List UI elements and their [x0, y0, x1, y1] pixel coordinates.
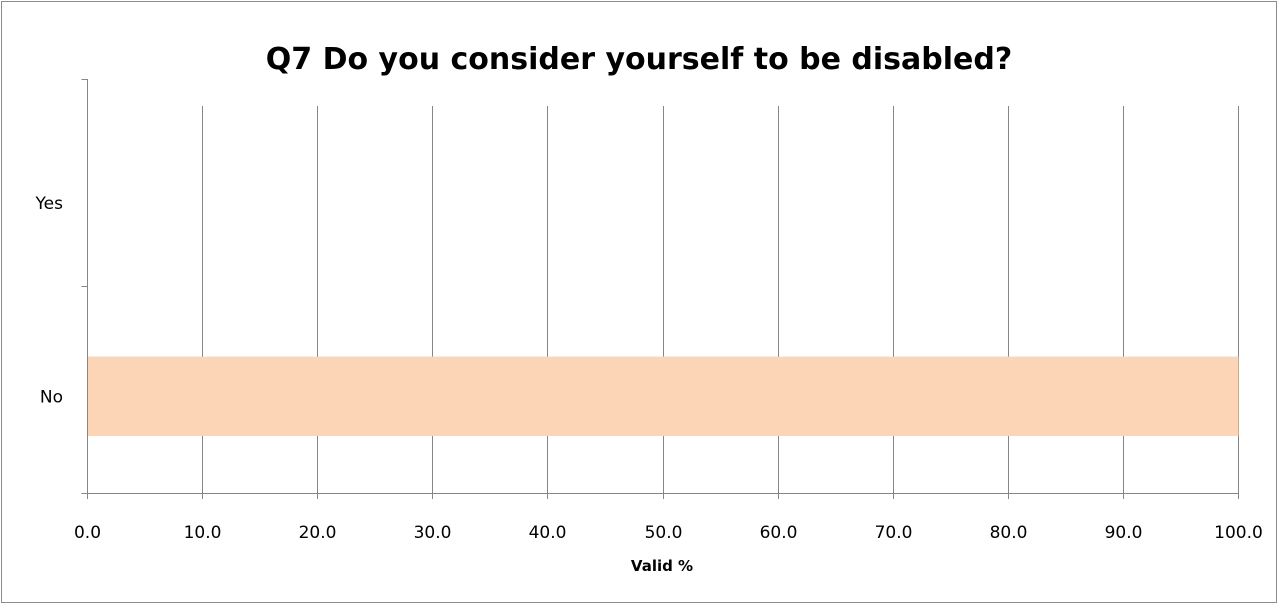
chart-title: Q7 Do you consider yourself to be disabl…: [266, 42, 1013, 77]
x-tick-label: 80.0: [990, 523, 1028, 543]
x-tick-label: 100.0: [1214, 523, 1263, 543]
bars: [87, 356, 1239, 436]
x-tick-label: 10.0: [184, 523, 222, 543]
labels: 0.0 10.0 20.0 30.0 40.0 50.0 60.0 70.0 80.0 90.0 1…: [35, 194, 1263, 543]
x-tick-label: 0.0: [74, 523, 101, 543]
category-label: No: [40, 387, 63, 407]
x-tick-label: 70.0: [875, 523, 913, 543]
x-axis-title: Valid %: [631, 557, 693, 575]
x-tick-label: 50.0: [645, 523, 683, 543]
x-tick-label: 30.0: [414, 523, 452, 543]
x-tick-label: 90.0: [1105, 523, 1143, 543]
bar-no: [87, 356, 1239, 436]
category-label: Yes: [35, 194, 64, 214]
x-tick-label: 20.0: [299, 523, 337, 543]
x-tick-label: 60.0: [760, 523, 798, 543]
x-tick-label: 40.0: [529, 523, 567, 543]
axes: [81, 79, 1239, 499]
